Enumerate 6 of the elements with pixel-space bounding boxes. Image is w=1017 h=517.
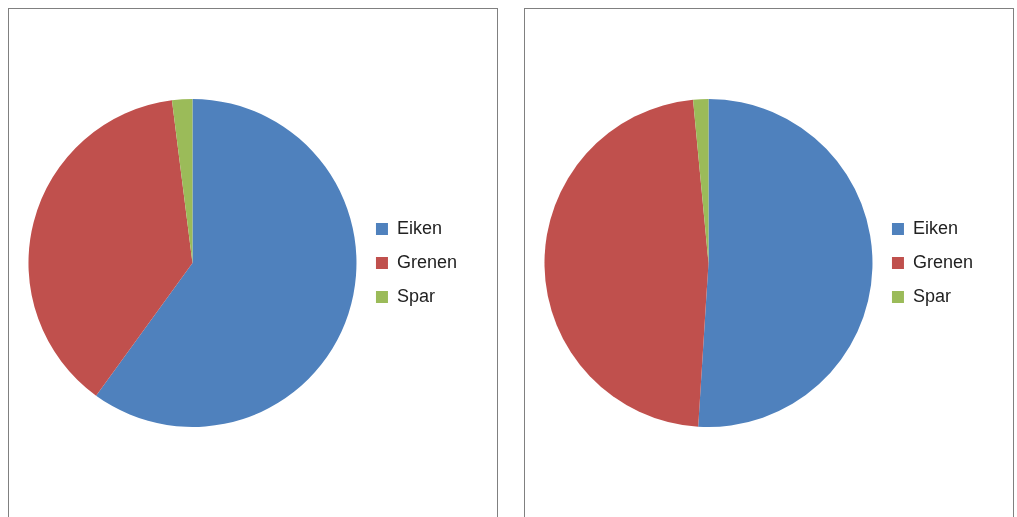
legend-label: Grenen — [396, 251, 458, 272]
legend-label: Spar — [396, 285, 435, 306]
legend-label: Eiken — [396, 217, 442, 238]
legend-label: Grenen — [912, 251, 974, 272]
legend-label: Spar — [912, 285, 951, 306]
legend-label: Eiken — [912, 217, 958, 238]
